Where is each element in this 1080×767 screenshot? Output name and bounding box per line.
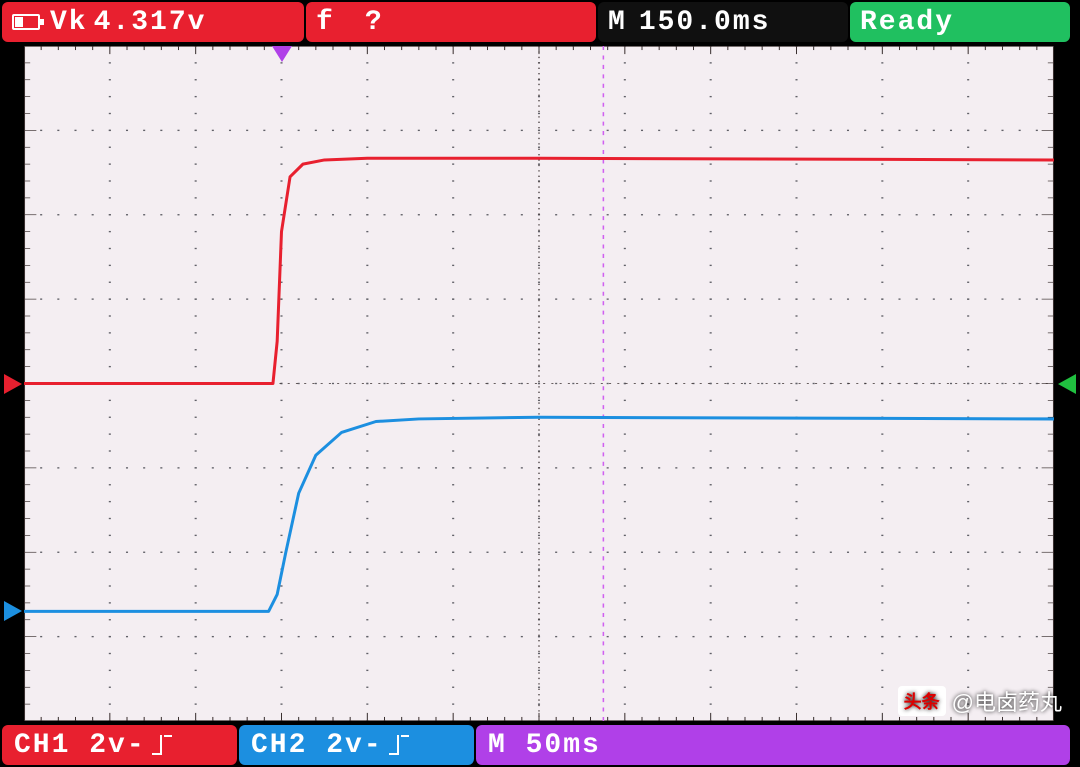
vk-value: 4.317v xyxy=(94,7,207,38)
status-text: Ready xyxy=(860,7,954,38)
coupling-icon xyxy=(152,735,172,755)
top-status-bar: Vk 4.317v f ? M 150.0ms Ready xyxy=(0,0,1080,42)
freq-value: ? xyxy=(365,7,384,38)
trigger-position-marker-icon xyxy=(272,46,292,62)
measure-vk-box[interactable]: Vk 4.317v xyxy=(2,2,304,42)
waveform-area[interactable] xyxy=(0,42,1080,725)
ch2-zero-marker-icon xyxy=(4,601,22,621)
bottom-status-bar: CH1 2v- CH2 2v- M 50ms xyxy=(0,725,1080,767)
vk-label: Vk xyxy=(50,7,88,38)
measure-freq-box[interactable]: f ? xyxy=(306,2,596,42)
watermark-badge: 头条 xyxy=(898,686,946,716)
battery-icon xyxy=(12,14,40,30)
freq-label: f xyxy=(316,7,335,38)
ch1-scale-text: CH1 2v- xyxy=(14,730,146,761)
timebase-box[interactable]: M 50ms xyxy=(476,725,1070,765)
ch1-scale-box[interactable]: CH1 2v- xyxy=(2,725,237,765)
mpos-label: M xyxy=(608,7,627,38)
coupling-icon xyxy=(389,735,409,755)
oscilloscope-screen: Vk 4.317v f ? M 150.0ms Ready CH1 2v- CH… xyxy=(0,0,1080,767)
watermark-text: @电卤药丸 xyxy=(952,685,1062,717)
trigger-level-marker-icon xyxy=(1058,374,1076,394)
ch1-zero-marker-icon xyxy=(4,374,22,394)
mpos-value: 150.0ms xyxy=(639,7,771,38)
waveform-grid xyxy=(24,46,1054,721)
ch2-scale-text: CH2 2v- xyxy=(251,730,383,761)
ch2-scale-box[interactable]: CH2 2v- xyxy=(239,725,474,765)
trigger-status-box: Ready xyxy=(850,2,1070,42)
timebase-text: M 50ms xyxy=(488,730,601,761)
watermark: 头条 @电卤药丸 xyxy=(898,685,1062,717)
horiz-position-box[interactable]: M 150.0ms xyxy=(598,2,848,42)
